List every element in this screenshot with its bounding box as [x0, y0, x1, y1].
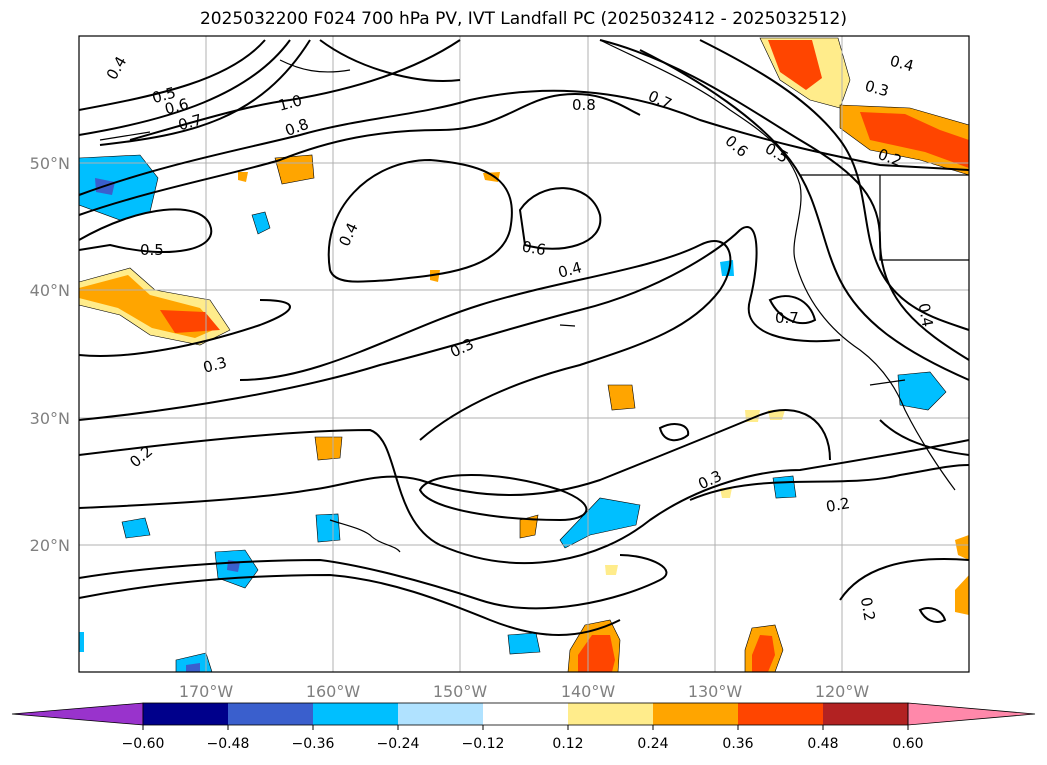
contour-label: 1.0	[276, 91, 304, 115]
map-frame	[78, 35, 970, 673]
contour-label: 0.3	[201, 353, 229, 377]
colorbar-segment	[823, 703, 908, 725]
colorbar-outline	[142, 702, 909, 726]
colorbar-segment	[738, 703, 823, 725]
positive-anomaly-shading	[78, 37, 970, 673]
pv-contours	[78, 39, 970, 636]
colorbar-tick-label: −0.24	[377, 736, 420, 752]
colorbar-tick-label: −0.48	[207, 736, 250, 752]
contour-label: 0.8	[572, 96, 596, 114]
lon-tick-label: 120°W	[815, 682, 870, 701]
lat-tick-label: 40°N	[30, 281, 70, 300]
colorbar-tick-label: −0.60	[122, 736, 165, 752]
longitude-tick-labels: 170°W 160°W 150°W 140°W 130°W 120°W	[179, 682, 870, 701]
contour-label: 0.4	[915, 302, 937, 329]
contour-label: 0.7	[176, 111, 204, 135]
lon-tick-label: 130°W	[688, 682, 743, 701]
lon-tick-label: 150°W	[433, 682, 488, 701]
colorbar-segment	[313, 703, 398, 725]
negative-anomaly-shading	[78, 154, 947, 673]
colorbar-tick-label: −0.12	[462, 736, 505, 752]
colorbar: −0.60 −0.48 −0.36 −0.24 −0.12 0.12 0.24 0.36 0.4…	[11, 702, 1036, 752]
lon-tick-label: 140°W	[561, 682, 616, 701]
colorbar-segment	[568, 703, 653, 725]
colorbar-extend-left	[11, 702, 144, 726]
colorbar-segment	[143, 703, 228, 725]
colorbar-extend-right	[907, 702, 1036, 726]
graticule	[79, 36, 969, 672]
contour-label: 0.7	[775, 309, 799, 327]
lat-tick-label: 20°N	[30, 536, 70, 555]
contour-label: 0.5	[140, 241, 164, 259]
contour-label: 0.3	[863, 77, 891, 101]
colorbar-tick-label: 0.12	[552, 736, 583, 752]
colorbar-segment	[398, 703, 483, 725]
contour-label: 0.2	[857, 596, 879, 623]
lat-tick-label: 50°N	[30, 154, 70, 173]
contour-label: 0.4	[888, 52, 916, 76]
colorbar-segment	[483, 703, 568, 725]
latitude-tick-labels: 50°N 40°N 30°N 20°N	[30, 154, 70, 555]
colorbar-tick-label: 0.24	[637, 736, 668, 752]
colorbar-segment	[653, 703, 738, 725]
contour-label: 0.2	[825, 494, 852, 516]
colorbar-tick-label: 0.60	[892, 736, 923, 752]
coastlines	[99, 39, 969, 553]
colorbar-segment	[228, 703, 313, 725]
contour-label: 0.4	[556, 258, 584, 282]
contour-label: 0.6	[521, 237, 548, 259]
colorbar-tick-label: 0.48	[807, 736, 838, 752]
lat-tick-label: 30°N	[30, 409, 70, 428]
colorbar-tick-label: −0.36	[292, 736, 335, 752]
contour-label: 0.5	[150, 83, 178, 107]
lon-tick-label: 160°W	[306, 682, 361, 701]
contour-label: 0.6	[163, 95, 191, 119]
map-title: 2025032200 F024 700 hPa PV, IVT Landfall…	[199, 9, 847, 29]
colorbar-tick-label: 0.36	[722, 736, 753, 752]
lon-tick-label: 170°W	[179, 682, 234, 701]
map-area	[79, 36, 969, 672]
